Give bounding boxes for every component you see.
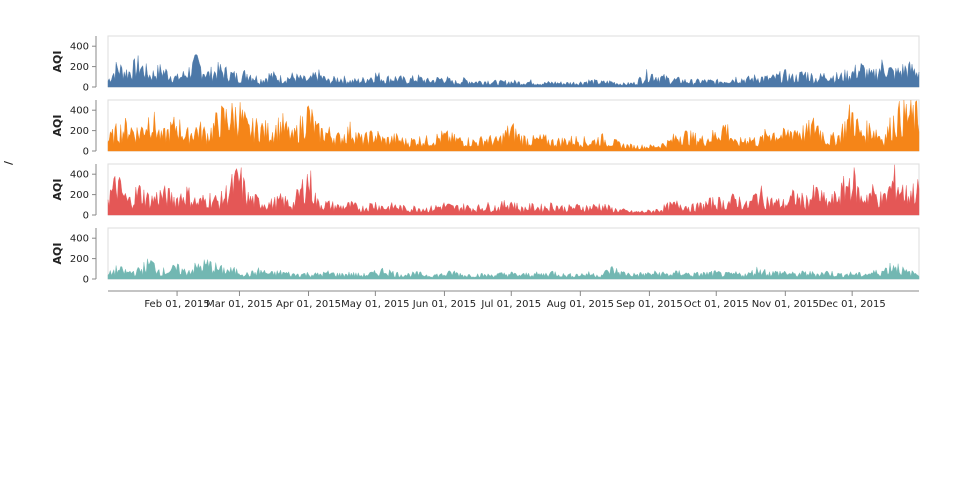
y-tick-label-1-1: 200 xyxy=(70,126,89,137)
x-tick-label-2: Apr 01, 2015 xyxy=(276,299,341,310)
series-area-2 xyxy=(107,164,920,216)
y-tick-label-0-2: 400 xyxy=(70,42,89,53)
x-tick-label-10: Dec 01, 2015 xyxy=(819,299,886,310)
series-area-1 xyxy=(107,99,920,152)
y-tick-label-3-2: 400 xyxy=(70,234,89,245)
x-tick-label-8: Oct 01, 2015 xyxy=(684,299,749,310)
y-tick-label-2-1: 200 xyxy=(70,190,89,201)
y-tick-label-0-0: 0 xyxy=(83,83,89,94)
y-tick-label-2-2: 400 xyxy=(70,170,89,181)
x-tick-label-7: Sep 01, 2015 xyxy=(616,299,683,310)
x-tick-label-6: Aug 01, 2015 xyxy=(547,299,614,310)
y-tick-label-0-1: 200 xyxy=(70,62,89,73)
x-tick-label-5: Jul 01, 2015 xyxy=(480,299,541,310)
y-tick-label-3-0: 0 xyxy=(83,275,89,286)
y-axis-title-0: AQI xyxy=(51,51,64,73)
x-tick-label-0: Feb 01, 2015 xyxy=(144,299,209,310)
y-axis-title-1: AQI xyxy=(51,115,64,137)
y-axis-title-2: AQI xyxy=(51,179,64,201)
series-area-3 xyxy=(107,258,920,280)
panel-frame-3 xyxy=(107,227,920,280)
facet-label: / xyxy=(2,160,15,165)
x-tick-label-4: Jun 01, 2015 xyxy=(412,299,476,310)
y-tick-label-2-0: 0 xyxy=(83,211,89,222)
y-axis-title-3: AQI xyxy=(51,243,64,265)
y-tick-label-3-1: 200 xyxy=(70,254,89,265)
y-tick-label-1-2: 400 xyxy=(70,106,89,117)
x-tick-label-3: May 01, 2015 xyxy=(341,299,409,310)
y-tick-label-1-0: 0 xyxy=(83,147,89,158)
x-tick-label-9: Nov 01, 2015 xyxy=(752,299,819,310)
x-tick-label-1: Mar 01, 2015 xyxy=(206,299,273,310)
series-area-0 xyxy=(107,54,920,88)
